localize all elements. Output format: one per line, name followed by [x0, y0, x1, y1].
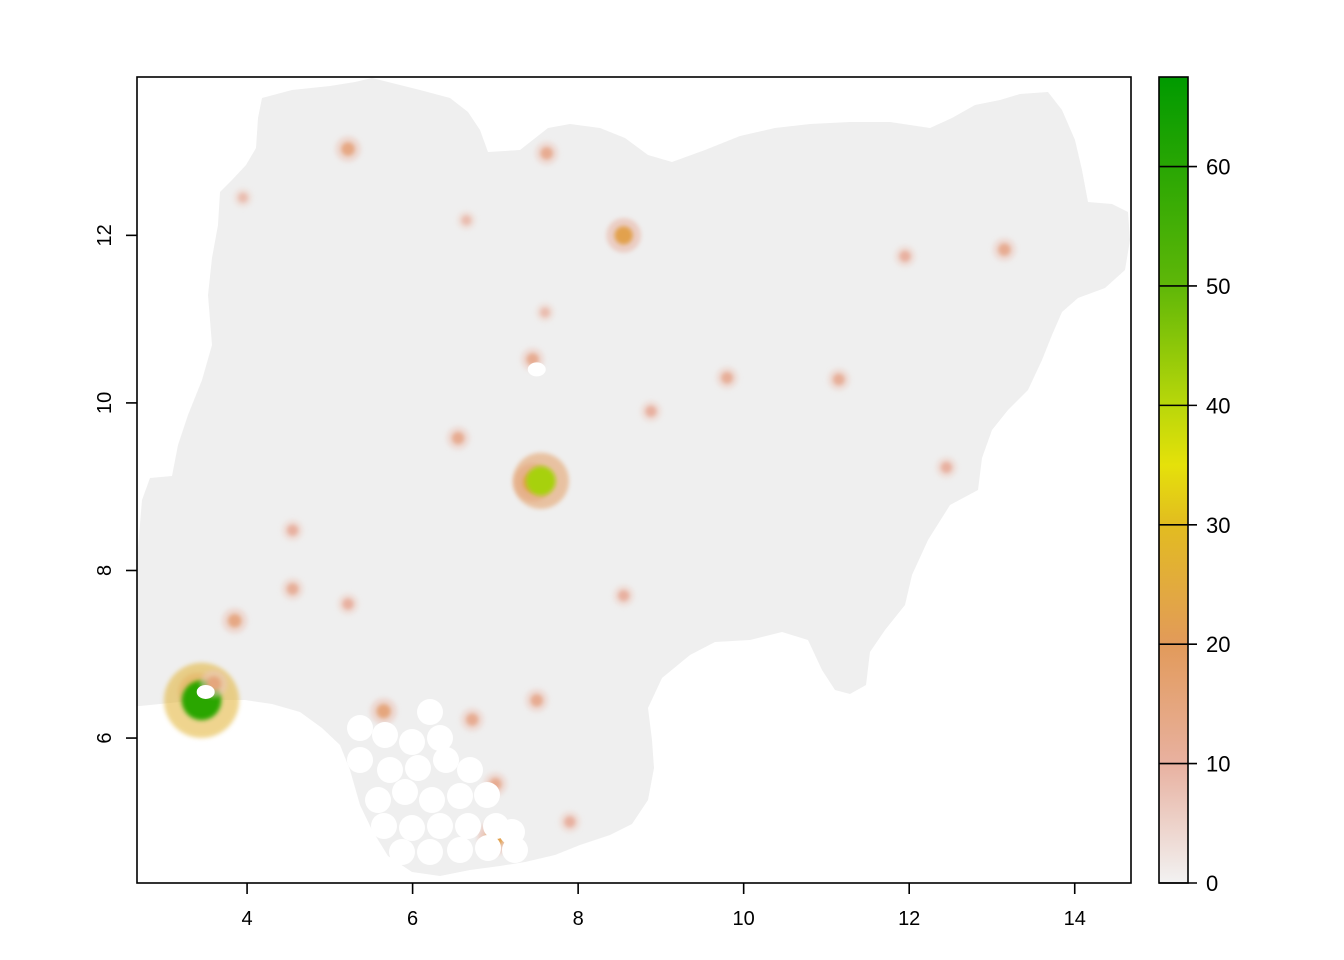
no-data-patch	[419, 787, 445, 813]
x-tick-label: 14	[1064, 908, 1086, 930]
hotspot-28	[237, 192, 249, 203]
no-data-patch	[417, 839, 443, 865]
nigeria-country-shape	[137, 78, 1130, 876]
no-data-patch	[427, 813, 453, 839]
no-data-patch	[347, 715, 373, 741]
legend-tick-label: 20	[1206, 632, 1230, 657]
legend-ticks: 0 10 20 30 40 50 60	[1159, 155, 1230, 896]
no-data-patch	[399, 729, 425, 755]
legend-tick-label: 40	[1206, 393, 1230, 418]
hotspot-16	[286, 582, 299, 595]
no-data-patch	[372, 722, 398, 748]
no-data-patch	[365, 787, 391, 813]
no-data-patch	[433, 747, 459, 773]
no-data-patch	[427, 725, 453, 751]
no-data-patch	[475, 835, 501, 861]
color-legend: 0 10 20 30 40 50 60	[1158, 76, 1230, 896]
legend-tick-label: 60	[1206, 155, 1230, 180]
masked-area	[527, 362, 546, 377]
hotspot-21	[940, 461, 953, 474]
masked-area	[196, 684, 215, 699]
no-data-patch	[389, 839, 415, 865]
no-data-patch	[417, 699, 443, 725]
hotspot-19	[721, 371, 734, 384]
hotspot-17	[286, 524, 299, 537]
no-data-patch	[455, 813, 481, 839]
no-data-patch	[447, 837, 473, 863]
hotspot-25	[564, 816, 576, 828]
y-tick-label: 10	[94, 392, 116, 414]
legend-tick-label: 50	[1206, 274, 1230, 299]
legend-colorbar	[1158, 76, 1189, 884]
hotspot-23	[342, 598, 354, 610]
hotspot-13	[341, 142, 355, 156]
y-tick-label: 8	[94, 565, 116, 576]
hotspot-18	[451, 431, 465, 445]
x-axis: 4 6 8 10 12 14	[242, 883, 1086, 930]
legend-tick-label: 0	[1206, 871, 1218, 896]
no-data-patch	[377, 757, 403, 783]
hotspot-14	[540, 146, 554, 160]
y-axis: 6 8 10 12	[94, 224, 137, 744]
hotspot-15	[998, 243, 1011, 256]
hotspot-5	[526, 466, 556, 496]
no-data-patch	[405, 755, 431, 781]
x-tick-label: 8	[573, 908, 584, 930]
no-data-patch	[399, 815, 425, 841]
hotspot-22	[617, 589, 630, 602]
hotspot-27	[539, 307, 551, 318]
no-data-patch	[502, 837, 528, 863]
y-tick-label: 12	[94, 224, 116, 246]
no-data-patch	[474, 782, 500, 808]
hotspot-10	[465, 713, 479, 726]
x-tick-label: 12	[898, 908, 920, 930]
no-data-patch	[347, 747, 373, 773]
no-data-patch	[392, 779, 418, 805]
no-data-patch	[371, 813, 397, 839]
x-tick-label: 10	[733, 908, 755, 930]
y-tick-label: 6	[94, 732, 116, 743]
hotspot-3	[227, 613, 242, 628]
no-data-patch	[457, 757, 483, 783]
legend-tick-label: 10	[1206, 752, 1230, 777]
plot-frame	[136, 76, 1132, 884]
hotspot-9	[530, 693, 544, 707]
legend-tick-label: 30	[1206, 513, 1230, 538]
x-tick-label: 6	[407, 908, 418, 930]
masked-areas	[196, 362, 546, 865]
no-data-patch	[447, 783, 473, 809]
map-raster	[137, 78, 1130, 876]
x-tick-label: 4	[242, 908, 253, 930]
hotspot-12	[645, 405, 657, 418]
hotspot-8	[376, 704, 391, 719]
hotspot-26	[899, 250, 911, 263]
hotspot-6	[614, 226, 633, 245]
hotspot-20	[832, 373, 845, 386]
hotspot-29	[461, 215, 472, 226]
